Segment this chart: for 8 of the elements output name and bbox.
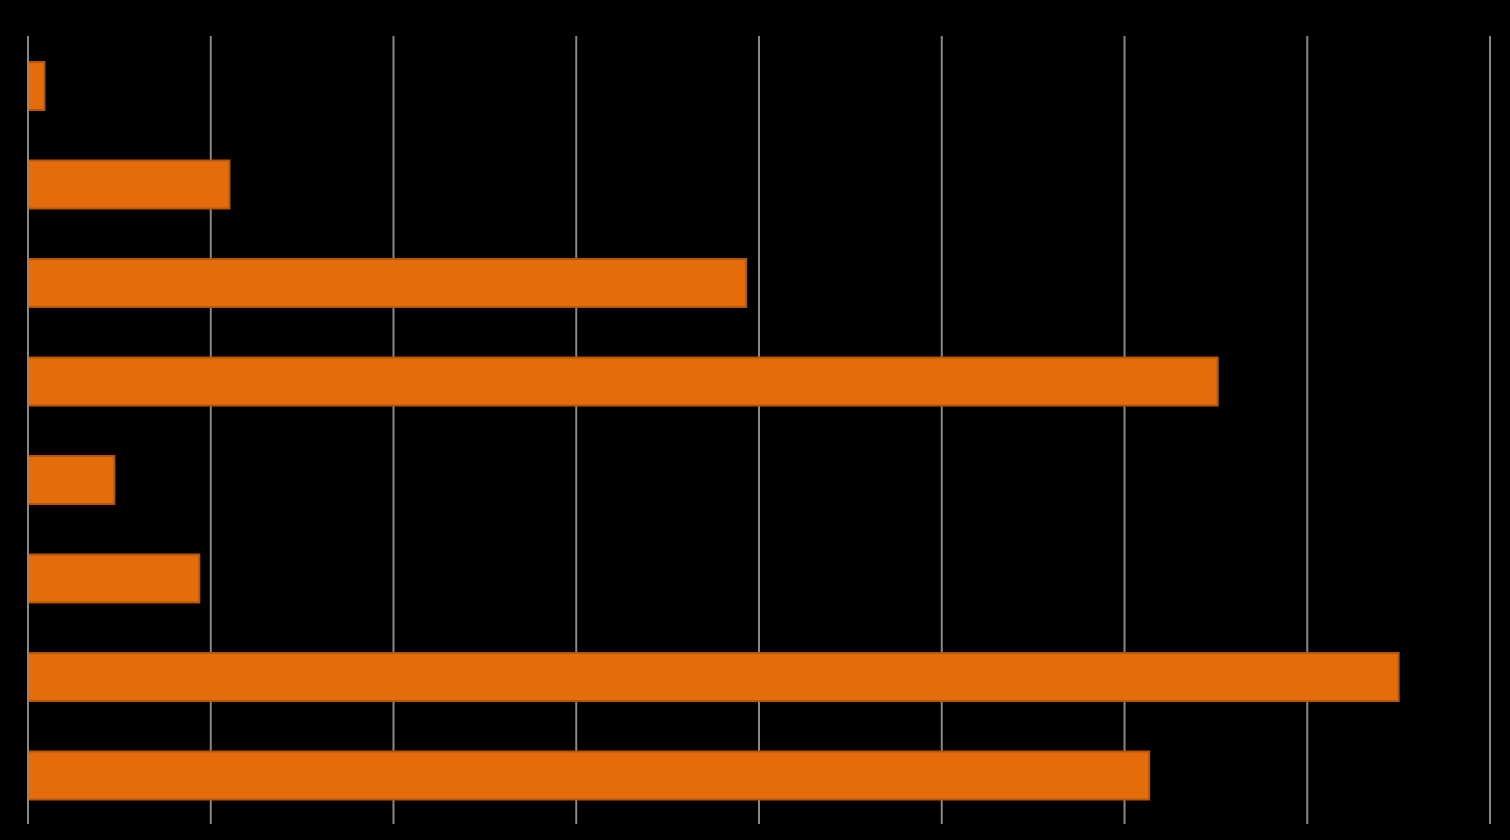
- bar: [28, 159, 231, 210]
- bar: [28, 455, 116, 505]
- bar: [28, 553, 201, 604]
- bar: [28, 652, 1400, 702]
- bar: [28, 258, 748, 308]
- bar: [28, 61, 46, 111]
- bar: [28, 750, 1151, 801]
- bar: [28, 356, 1219, 407]
